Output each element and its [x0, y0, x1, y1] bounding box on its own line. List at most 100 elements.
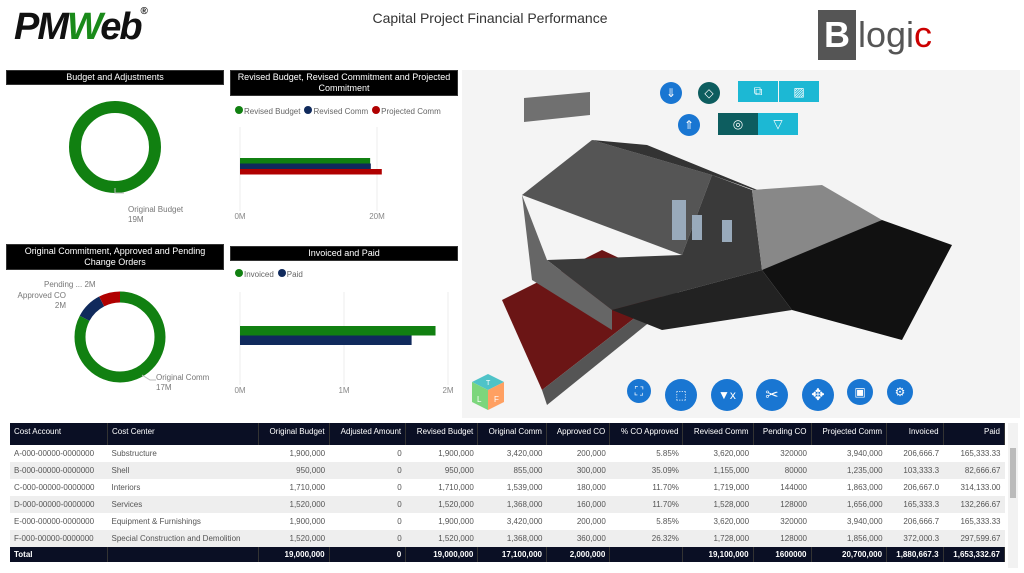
- leader-line: [141, 374, 156, 381]
- total-cell: 1600000: [753, 547, 812, 562]
- table-cell: 206,666.7: [903, 517, 940, 526]
- table-cell: 1,520,000: [258, 496, 330, 513]
- table-cell: 320000: [780, 517, 807, 526]
- table-row[interactable]: E-000-00000-0000000 Equipment & Furnishin…: [10, 513, 1005, 530]
- column-header[interactable]: Revised Comm: [682, 423, 754, 445]
- label-value: 17M: [156, 383, 172, 392]
- legend-item[interactable]: Invoiced: [235, 269, 274, 279]
- bar-paid[interactable]: [240, 335, 412, 346]
- legend-dot-icon: [235, 106, 243, 114]
- column-header[interactable]: Pending CO: [753, 423, 812, 445]
- label-name: Approved CO: [17, 291, 66, 300]
- bar-projected-comm[interactable]: [240, 169, 382, 175]
- column-header[interactable]: Adjusted Amount: [329, 423, 407, 445]
- reset-icon[interactable]: ⇑: [678, 114, 700, 136]
- legend-dot-icon: [277, 269, 286, 277]
- table-cell: 144000: [780, 483, 807, 492]
- column-header[interactable]: Invoiced: [886, 423, 944, 445]
- table-cell: 3,620,000: [713, 449, 750, 458]
- bim-3d-viewer[interactable]: ⇓ ◇ ⧉ ▨ ⇑ ◎ ▽ T L F ⛶ ⬚ ▼x ✂ ✥ ▣ ⚙: [462, 70, 1020, 418]
- column-header[interactable]: Cost Account: [10, 423, 109, 445]
- column-header[interactable]: % CO Approved: [609, 423, 684, 445]
- table-cell: 1,719,000: [713, 483, 750, 492]
- table-cell: 165,333.33: [960, 517, 1001, 526]
- orbit-icon[interactable]: ◇: [698, 82, 720, 104]
- total-cell: 1,653,332.67: [943, 547, 1006, 562]
- model-tree-icon[interactable]: ✥: [802, 379, 834, 411]
- legend-item[interactable]: Projected Comm: [372, 106, 441, 116]
- table-cell: 128000: [753, 530, 811, 547]
- cube-front-face[interactable]: F: [494, 395, 499, 404]
- donut-label: Original Budget 19M: [128, 205, 183, 225]
- donut-slice-original-budget[interactable]: [69, 101, 161, 193]
- cut-icon[interactable]: ✂: [756, 379, 788, 411]
- table-row[interactable]: F-000-00000-0000000 Special Construction …: [10, 530, 1005, 547]
- bar-invoiced[interactable]: [240, 326, 436, 336]
- page-title: Capital Project Financial Performance: [372, 10, 608, 26]
- table-cell: Substructure: [111, 449, 157, 458]
- table-cell: 320000: [780, 449, 807, 458]
- table-cell: 1,368,000: [477, 496, 547, 513]
- table-cell: 950,000: [405, 462, 478, 479]
- filter-icon[interactable]: ▽: [758, 113, 798, 135]
- copy-section-icon[interactable]: ⧉: [738, 81, 778, 102]
- table-cell: 0: [329, 530, 406, 547]
- total-cell: Total: [10, 547, 109, 562]
- explode-icon[interactable]: ⇓: [660, 82, 682, 104]
- camera-icon[interactable]: ▣: [847, 379, 873, 405]
- table-cell: 180,000: [576, 483, 606, 492]
- building-model[interactable]: [462, 70, 1020, 418]
- tick-label: 2M: [442, 386, 453, 395]
- bar-revised-budget[interactable]: [240, 158, 371, 164]
- pmweb-logo: PMWeb®: [14, 6, 148, 48]
- column-header[interactable]: Projected Comm: [811, 423, 888, 445]
- table-cell: D-000-00000-0000000: [10, 496, 108, 513]
- legend-item[interactable]: Paid: [277, 269, 303, 279]
- revised-legend: Revised Budget Revised Comm Projected Comm: [235, 106, 441, 116]
- tick-label: 20M: [369, 212, 385, 221]
- legend-label: Revised Comm: [313, 107, 369, 116]
- legend-item[interactable]: Revised Budget: [235, 106, 300, 116]
- table-cell: 297,599.67: [943, 530, 1005, 547]
- settings-icon[interactable]: ⚙: [887, 379, 913, 405]
- hatch-icon[interactable]: ▨: [779, 81, 819, 102]
- column-header[interactable]: Revised Budget: [405, 423, 479, 445]
- table-cell: 1,368,000: [477, 530, 547, 547]
- table-row[interactable]: C-000-00000-0000000 Interiors 1,710,000 0 1,…: [10, 479, 1005, 496]
- clear-filter-icon[interactable]: ▼x: [711, 379, 743, 411]
- bar-revised-comm[interactable]: [240, 163, 371, 170]
- target-icon[interactable]: ◎: [718, 113, 758, 135]
- table-row[interactable]: D-000-00000-0000000 Services 1,520,000 0 1,5…: [10, 496, 1005, 513]
- table-cell: 165,333.33: [960, 449, 1001, 458]
- table-cell: 1,520,000: [258, 530, 330, 547]
- table-row[interactable]: B-000-00000-0000000 Shell 950,000 0 950,000 8…: [10, 462, 1005, 479]
- table-cell: 1,856,000: [811, 530, 887, 547]
- table-cell: 314,133.00: [960, 483, 1001, 492]
- table-cell: 950,000: [258, 462, 330, 479]
- fit-icon[interactable]: ⛶: [627, 379, 651, 403]
- table-cell: 103,333.3: [886, 462, 944, 479]
- column-header[interactable]: Original Budget: [258, 423, 330, 445]
- table-cell: 360,000: [546, 530, 610, 547]
- label-value: 19M: [128, 215, 144, 224]
- table-scrollbar-thumb[interactable]: [1010, 448, 1016, 498]
- legend-dot-icon: [235, 269, 243, 277]
- column-header[interactable]: Paid: [943, 423, 1006, 445]
- table-cell: 1,656,000: [811, 496, 887, 513]
- box-select-icon[interactable]: ⬚: [665, 379, 697, 411]
- table-cell: 0: [329, 496, 406, 513]
- column-header[interactable]: Cost Center: [107, 423, 259, 445]
- cube-top-face[interactable]: T: [486, 380, 491, 387]
- table-cell: 82,666.67: [943, 462, 1005, 479]
- cube-left-face[interactable]: L: [477, 395, 482, 404]
- legend-dot-icon: [304, 106, 313, 114]
- donut-slice-pending-[interactable]: [74, 291, 166, 383]
- table-row[interactable]: A-000-00000-0000000 Substructure 1,900,000…: [10, 445, 1005, 462]
- legend-item[interactable]: Revised Comm: [304, 106, 368, 116]
- column-header[interactable]: Approved CO: [546, 423, 611, 445]
- label-name: Pending ...: [44, 280, 83, 289]
- table-cell: 5.85%: [656, 517, 679, 526]
- column-header[interactable]: Original Comm: [477, 423, 547, 445]
- view-cube[interactable]: T L F: [470, 372, 506, 412]
